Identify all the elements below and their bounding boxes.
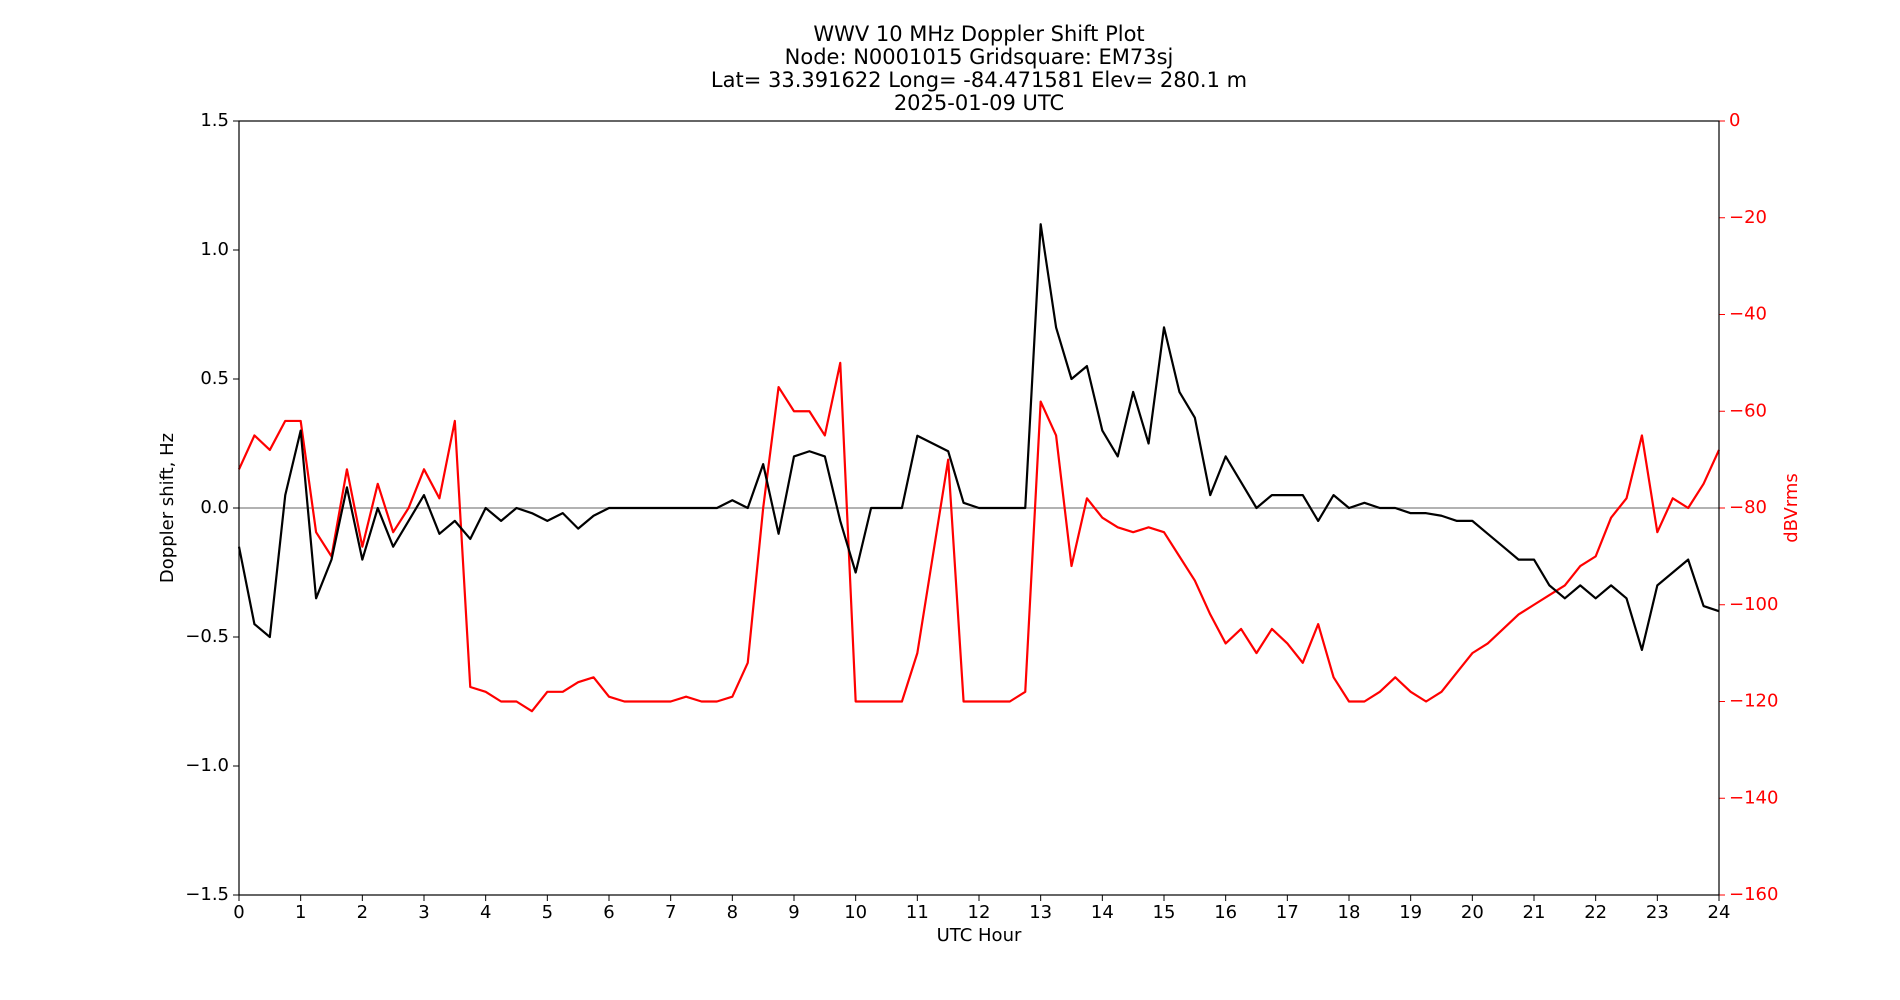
y2-tick-label: 0 bbox=[1729, 110, 1740, 131]
x-tick-label: 20 bbox=[1461, 902, 1484, 923]
y2-tick-label: −100 bbox=[1729, 594, 1778, 615]
x-tick-label: 3 bbox=[418, 902, 429, 923]
x-tick-label: 16 bbox=[1214, 902, 1237, 923]
y2-tick-label: −140 bbox=[1729, 787, 1778, 808]
y-tick-label: 1.5 bbox=[200, 110, 229, 131]
x-tick-label: 1 bbox=[295, 902, 306, 923]
data-line bbox=[237, 361, 1721, 713]
x-tick-label: 15 bbox=[1153, 902, 1176, 923]
y2-tick-label: −160 bbox=[1729, 884, 1778, 905]
plot-frame bbox=[238, 120, 1720, 896]
x-tick-label: 0 bbox=[233, 902, 244, 923]
x-tick-label: 2 bbox=[357, 902, 368, 923]
y2-tick-label: −80 bbox=[1729, 497, 1767, 518]
x-tick-label: 14 bbox=[1091, 902, 1114, 923]
x-tick-label: 7 bbox=[665, 902, 676, 923]
y2-tick-label: −20 bbox=[1729, 207, 1767, 228]
chart-title: Node: N0001015 Gridsquare: EM73sj bbox=[785, 45, 1174, 69]
x-tick-label: 22 bbox=[1584, 902, 1607, 923]
x-tick-label: 17 bbox=[1276, 902, 1299, 923]
y-tick-label: 1.0 bbox=[200, 239, 229, 260]
x-tick-label: 8 bbox=[727, 902, 738, 923]
x-tick-label: 21 bbox=[1523, 902, 1546, 923]
y-tick-label: −0.5 bbox=[185, 626, 229, 647]
chart-title: WWV 10 MHz Doppler Shift Plot bbox=[813, 22, 1144, 46]
y-tick-label: 0.0 bbox=[200, 497, 229, 518]
x-tick-label: 5 bbox=[542, 902, 553, 923]
x-tick-label: 18 bbox=[1338, 902, 1361, 923]
y-tick-label: −1.0 bbox=[185, 755, 229, 776]
x-tick-label: 13 bbox=[1029, 902, 1052, 923]
data-line bbox=[237, 223, 1720, 651]
x-tick-label: 12 bbox=[968, 902, 991, 923]
y2-tick-label: −40 bbox=[1729, 304, 1767, 325]
x-tick-label: 10 bbox=[844, 902, 867, 923]
y-axis-label: Doppler shift, Hz bbox=[157, 433, 178, 583]
x-tick-label: 4 bbox=[480, 902, 491, 923]
x-tick-label: 9 bbox=[788, 902, 799, 923]
x-axis-label: UTC Hour bbox=[937, 925, 1022, 946]
x-tick-label: 11 bbox=[906, 902, 929, 923]
chart-title: 2025-01-09 UTC bbox=[894, 91, 1064, 115]
y-tick-label: −1.5 bbox=[185, 884, 229, 905]
x-tick-label: 23 bbox=[1646, 902, 1669, 923]
y2-tick-label: −60 bbox=[1729, 400, 1767, 421]
chart-title: Lat= 33.391622 Long= -84.471581 Elev= 28… bbox=[711, 68, 1247, 92]
x-tick-label: 19 bbox=[1399, 902, 1422, 923]
x-tick-label: 6 bbox=[603, 902, 614, 923]
x-tick-label: 24 bbox=[1708, 902, 1731, 923]
y2-tick-label: −120 bbox=[1729, 691, 1778, 712]
y2-axis-label: dBVrms bbox=[1781, 473, 1802, 543]
y-tick-label: 0.5 bbox=[200, 368, 229, 389]
